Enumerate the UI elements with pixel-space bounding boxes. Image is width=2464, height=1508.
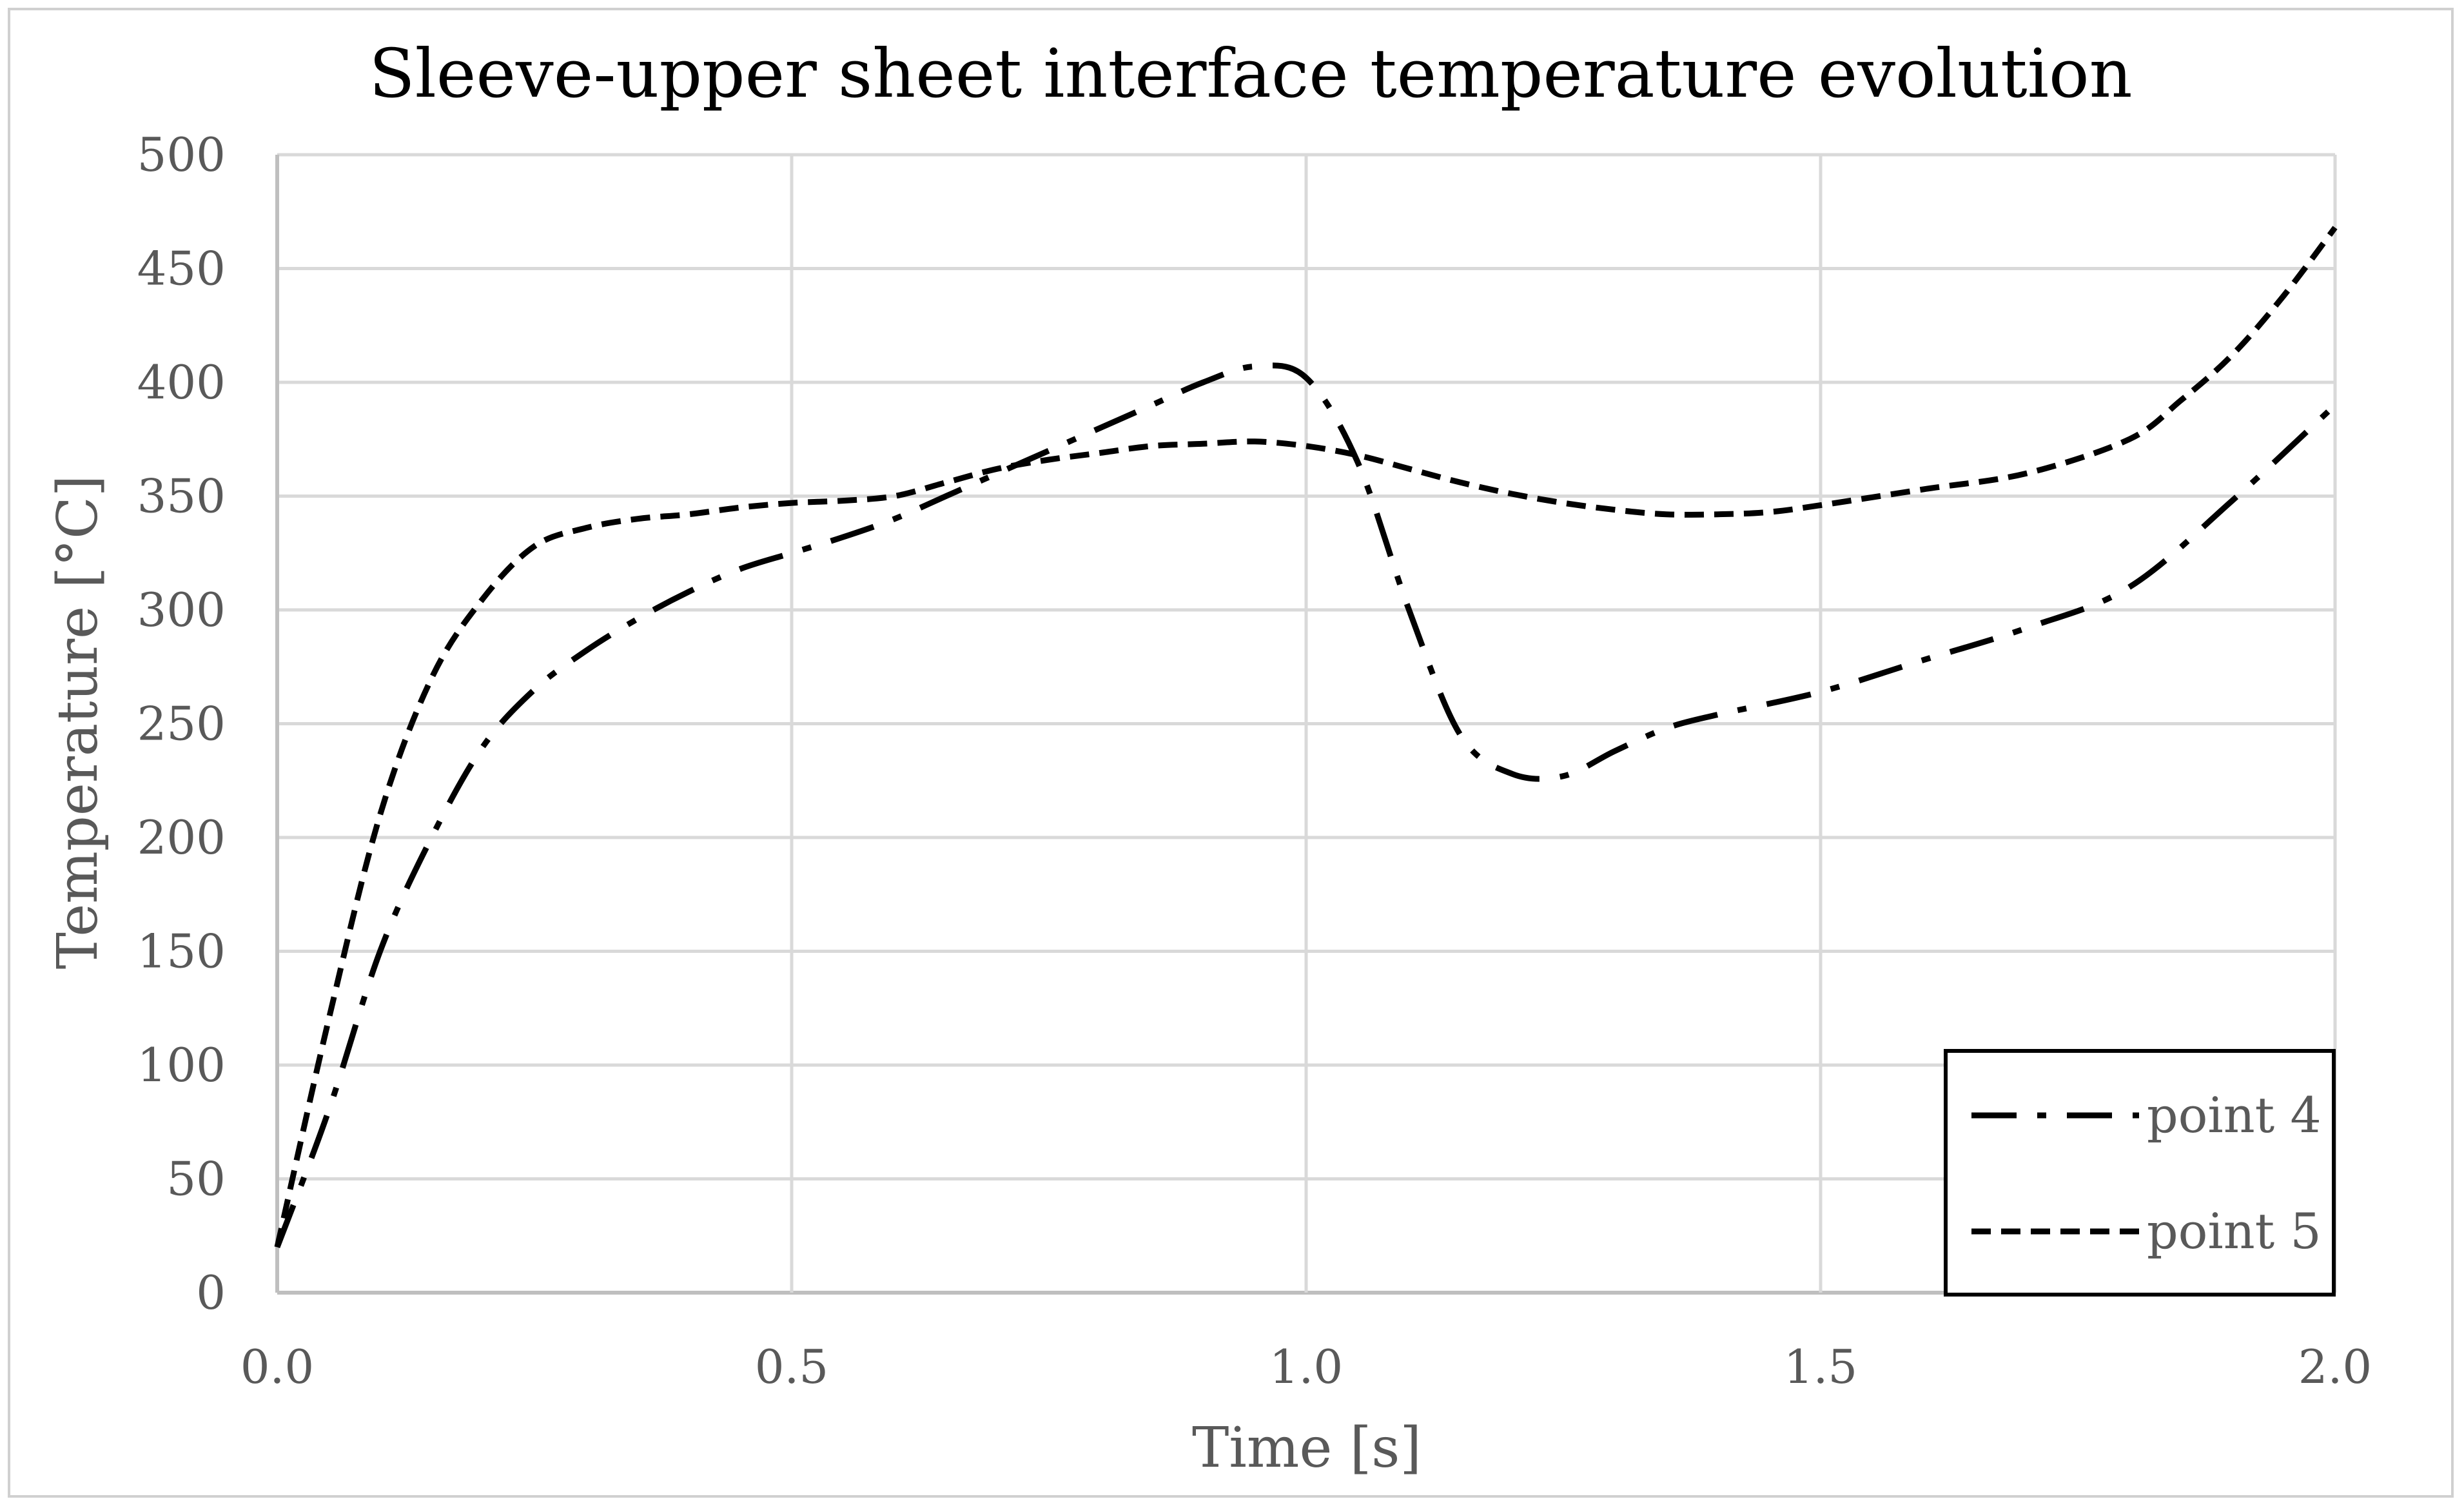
y-tick-labels: 0 50 100 150 200 250 300 350 400 450 500 <box>137 128 226 1320</box>
x-tick-1.5: 1.5 <box>1784 1340 1858 1394</box>
legend-label-point-4: point 4 <box>2147 1086 2322 1144</box>
x-tick-labels: 0.0 0.5 1.0 1.5 2.0 <box>240 1340 2372 1394</box>
y-tick-150: 150 <box>137 925 226 979</box>
series-lines <box>274 226 2338 1248</box>
y-tick-50: 50 <box>166 1152 226 1206</box>
y-tick-300: 300 <box>137 583 226 637</box>
y-tick-250: 250 <box>137 697 226 751</box>
legend-box <box>1944 1049 2336 1297</box>
x-tick-1.0: 1.0 <box>1269 1340 1344 1394</box>
series-line-point-5 <box>274 226 2338 1248</box>
y-tick-400: 400 <box>137 355 226 409</box>
legend: point 4 point 5 <box>1944 1049 2336 1297</box>
y-tick-200: 200 <box>137 810 226 865</box>
y-tick-0: 0 <box>196 1266 226 1320</box>
y-tick-350: 350 <box>137 469 226 524</box>
x-tick-2.0: 2.0 <box>2298 1340 2372 1394</box>
x-tick-0.0: 0.0 <box>240 1340 315 1394</box>
chart-title: Sleeve-upper sheet interface temperature… <box>369 34 2132 113</box>
legend-label-point-5: point 5 <box>2147 1202 2322 1260</box>
x-axis-label: Time [s] <box>1192 1416 1422 1480</box>
series-line-point-4 <box>274 362 2338 1248</box>
y-axis-label: Temperature [°C] <box>46 475 110 970</box>
y-tick-450: 450 <box>137 242 226 296</box>
x-tick-0.5: 0.5 <box>755 1340 829 1394</box>
y-tick-500: 500 <box>137 128 226 182</box>
y-tick-100: 100 <box>137 1038 226 1092</box>
